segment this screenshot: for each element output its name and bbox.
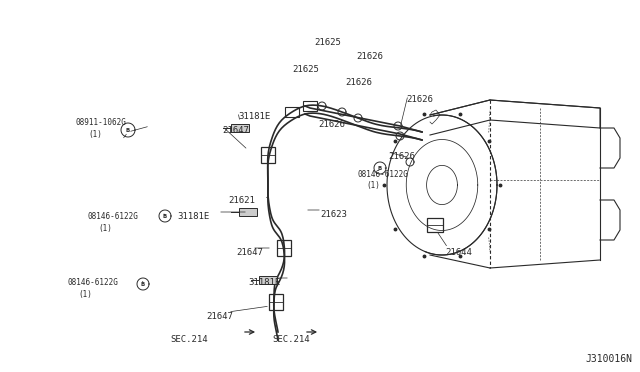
Text: 21644: 21644: [445, 248, 472, 257]
Text: 08146-6122G: 08146-6122G: [357, 170, 408, 179]
Polygon shape: [259, 276, 277, 284]
Text: SEC.214: SEC.214: [272, 335, 310, 344]
Text: 08146-6122G: 08146-6122G: [68, 278, 119, 287]
Text: (1): (1): [88, 130, 102, 139]
Text: 21623: 21623: [320, 210, 347, 219]
Text: 31181E: 31181E: [177, 212, 209, 221]
Bar: [261, 147, 275, 163]
Polygon shape: [231, 124, 249, 132]
Text: J310016N: J310016N: [585, 354, 632, 364]
Text: 21626: 21626: [406, 95, 433, 104]
Text: 08146-6122G: 08146-6122G: [88, 212, 139, 221]
Text: B: B: [126, 128, 130, 132]
Bar: [303, 101, 317, 111]
Text: 21626: 21626: [356, 52, 383, 61]
Text: 21621: 21621: [228, 196, 255, 205]
Text: 21625: 21625: [315, 38, 341, 47]
Bar: [269, 294, 283, 310]
Polygon shape: [239, 208, 257, 216]
Bar: [427, 218, 443, 232]
Text: 21626: 21626: [388, 152, 415, 161]
Text: 21626: 21626: [318, 120, 345, 129]
Text: 08911-1062G: 08911-1062G: [76, 118, 127, 127]
Bar: [285, 107, 299, 117]
Text: 31181E: 31181E: [248, 278, 280, 287]
Text: (1): (1): [366, 181, 380, 190]
Text: 21647: 21647: [236, 248, 263, 257]
Text: 21625: 21625: [292, 65, 319, 74]
Bar: [277, 240, 291, 256]
Text: 21626: 21626: [345, 78, 372, 87]
Text: SEC.214: SEC.214: [170, 335, 207, 344]
Text: 21647: 21647: [222, 126, 249, 135]
Text: (1): (1): [78, 290, 92, 299]
Text: B: B: [378, 166, 382, 170]
Text: 21647: 21647: [206, 312, 233, 321]
Text: B: B: [141, 282, 145, 286]
Text: 31181E: 31181E: [238, 112, 270, 121]
Text: B: B: [163, 214, 167, 218]
Text: (1): (1): [98, 224, 112, 233]
